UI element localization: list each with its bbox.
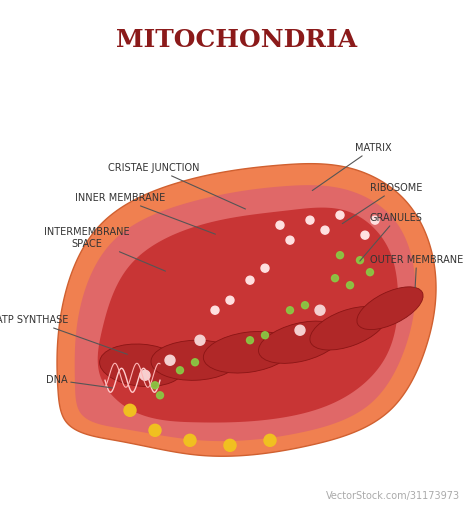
Ellipse shape bbox=[151, 340, 239, 380]
Circle shape bbox=[140, 370, 150, 380]
Text: CRISTAE JUNCTION: CRISTAE JUNCTION bbox=[109, 163, 246, 209]
Text: MATRIX: MATRIX bbox=[312, 143, 392, 191]
Circle shape bbox=[315, 305, 325, 315]
Circle shape bbox=[176, 367, 183, 374]
Text: ATP SYNTHASE: ATP SYNTHASE bbox=[0, 315, 128, 354]
Circle shape bbox=[184, 434, 196, 446]
Circle shape bbox=[262, 332, 268, 339]
Circle shape bbox=[246, 337, 254, 344]
Circle shape bbox=[361, 231, 369, 239]
Text: INNER MEMBRANE: INNER MEMBRANE bbox=[75, 193, 215, 234]
Polygon shape bbox=[75, 185, 416, 441]
Circle shape bbox=[224, 439, 236, 451]
Ellipse shape bbox=[203, 332, 292, 373]
Circle shape bbox=[337, 252, 344, 259]
Circle shape bbox=[226, 296, 234, 304]
Circle shape bbox=[286, 307, 293, 314]
Circle shape bbox=[261, 264, 269, 272]
Polygon shape bbox=[98, 207, 398, 423]
Text: VectorStock.com/31173973: VectorStock.com/31173973 bbox=[326, 491, 460, 501]
Circle shape bbox=[331, 275, 338, 282]
Circle shape bbox=[264, 434, 276, 446]
Circle shape bbox=[336, 211, 344, 219]
Polygon shape bbox=[57, 164, 436, 456]
Circle shape bbox=[149, 424, 161, 436]
Circle shape bbox=[165, 355, 175, 365]
Circle shape bbox=[321, 226, 329, 234]
Circle shape bbox=[152, 382, 158, 389]
Text: INTERMEMBRANE
SPACE: INTERMEMBRANE SPACE bbox=[45, 227, 165, 271]
Circle shape bbox=[211, 306, 219, 314]
Ellipse shape bbox=[100, 344, 184, 386]
Ellipse shape bbox=[258, 321, 341, 363]
Circle shape bbox=[195, 335, 205, 345]
Circle shape bbox=[191, 359, 199, 366]
Circle shape bbox=[366, 269, 374, 276]
Circle shape bbox=[156, 392, 164, 399]
Circle shape bbox=[295, 325, 305, 335]
Circle shape bbox=[306, 216, 314, 224]
Text: VectorStock®: VectorStock® bbox=[14, 491, 100, 501]
Circle shape bbox=[124, 404, 136, 416]
Text: GRANULES: GRANULES bbox=[360, 213, 423, 261]
Text: MITOCHONDRIA: MITOCHONDRIA bbox=[117, 28, 357, 52]
Circle shape bbox=[301, 301, 309, 309]
Circle shape bbox=[346, 282, 354, 289]
Ellipse shape bbox=[357, 287, 423, 330]
Circle shape bbox=[276, 221, 284, 229]
Text: OUTER MEMBRANE: OUTER MEMBRANE bbox=[370, 255, 463, 287]
Circle shape bbox=[246, 276, 254, 284]
Text: RIBOSOME: RIBOSOME bbox=[342, 183, 422, 224]
Text: DNA: DNA bbox=[46, 375, 112, 388]
Circle shape bbox=[286, 236, 294, 244]
Ellipse shape bbox=[310, 307, 386, 350]
Circle shape bbox=[356, 257, 364, 264]
Circle shape bbox=[371, 216, 379, 224]
